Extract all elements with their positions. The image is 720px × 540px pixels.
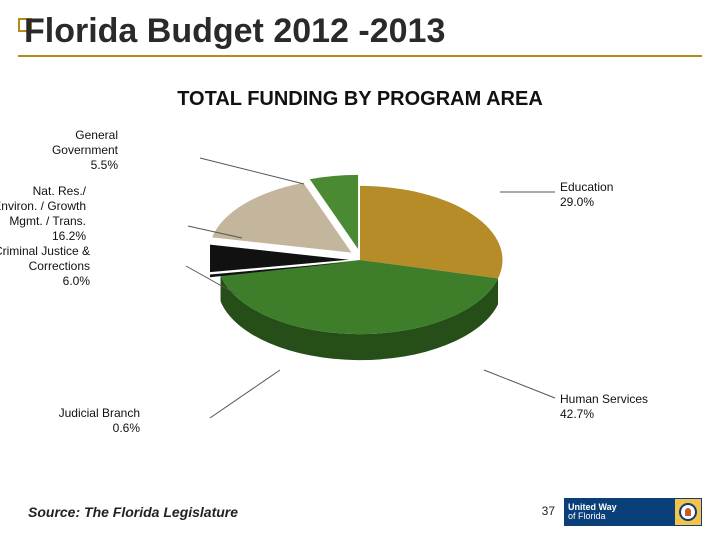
slice-label: GeneralGovernment5.5% (52, 128, 118, 173)
united-way-logo: United Way of Florida (564, 498, 702, 526)
slide-title: Florida Budget 2012 -2013 (24, 12, 702, 51)
slice-label: Criminal Justice &Corrections6.0% (0, 244, 90, 289)
slice-label: Nat. Res./Environ. / GrowthMgmt. / Trans… (0, 184, 86, 244)
pie-chart: Education29.0% Human Services42.7% Judicia… (60, 120, 660, 460)
slice-label: Education29.0% (560, 180, 613, 210)
page-number: 37 (542, 504, 555, 518)
slice-label: Human Services42.7% (560, 392, 648, 422)
logo-figure-icon (679, 503, 697, 521)
source-text: Source: The Florida Legislature (28, 504, 238, 520)
title-bar: Florida Budget 2012 -2013 (18, 12, 702, 57)
slice-label: Judicial Branch0.6% (59, 406, 140, 436)
logo-badge (674, 498, 702, 526)
logo-line2: of Florida (568, 512, 674, 521)
logo-text: United Way of Florida (564, 498, 674, 526)
pie-svg (210, 160, 510, 390)
pie-wrap (210, 160, 510, 390)
chart-title: TOTAL FUNDING BY PROGRAM AREA (0, 88, 720, 111)
